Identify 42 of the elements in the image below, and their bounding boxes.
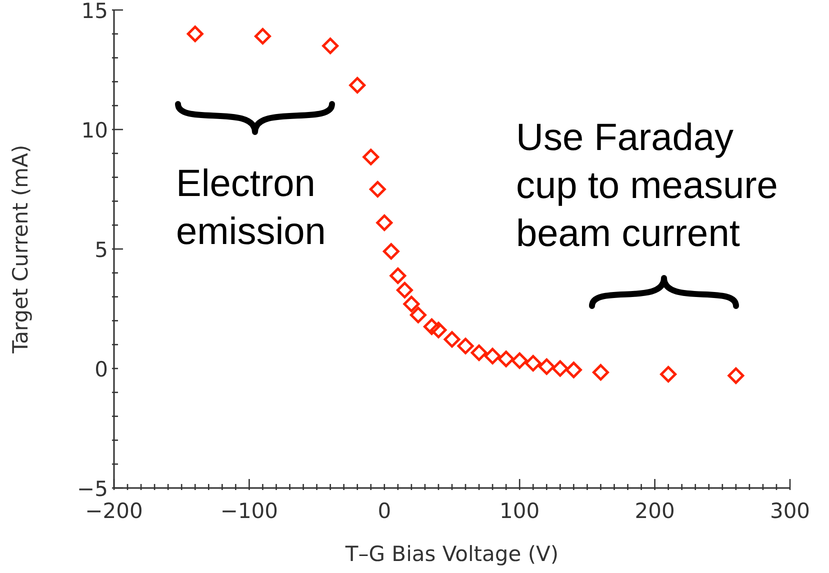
x-tick-label: −200 (85, 499, 143, 523)
y-tick-label: 15 (81, 0, 108, 23)
point (362, 148, 380, 166)
point (565, 362, 582, 378)
y-tick-label: −5 (77, 477, 108, 501)
point (376, 214, 393, 231)
x-axis-title: T–G Bias Voltage (V) (344, 542, 559, 566)
point (186, 26, 204, 42)
point (498, 350, 514, 368)
point (322, 38, 339, 54)
point (511, 352, 528, 369)
point (444, 331, 460, 348)
point (728, 367, 744, 384)
annotation: Use Faraday cup to measure beam current (516, 116, 778, 257)
y-tick-label: 5 (94, 238, 108, 262)
point (592, 364, 609, 381)
y-tick-label: 0 (94, 358, 108, 382)
point (660, 366, 677, 382)
x-tick-label: 200 (634, 499, 675, 523)
y-axis-title: Target Current (mA) (8, 144, 32, 354)
x-tick-label: 100 (500, 499, 540, 523)
point (403, 296, 420, 312)
point (430, 322, 447, 338)
point (484, 348, 501, 364)
point (382, 243, 400, 260)
point (349, 77, 366, 94)
annotation: Electron emission (176, 162, 326, 255)
x-tick-label: 0 (378, 499, 392, 523)
point (390, 268, 406, 284)
point (423, 318, 440, 335)
point (470, 344, 488, 361)
point (254, 28, 271, 45)
point (524, 354, 542, 372)
point (410, 306, 426, 324)
x-tick-label: 300 (770, 499, 810, 523)
point (369, 181, 386, 198)
point (552, 360, 568, 377)
point (538, 358, 555, 375)
x-tick-label: −100 (220, 499, 278, 523)
point (396, 282, 413, 298)
point (457, 338, 474, 354)
y-tick-label: 10 (81, 118, 108, 142)
